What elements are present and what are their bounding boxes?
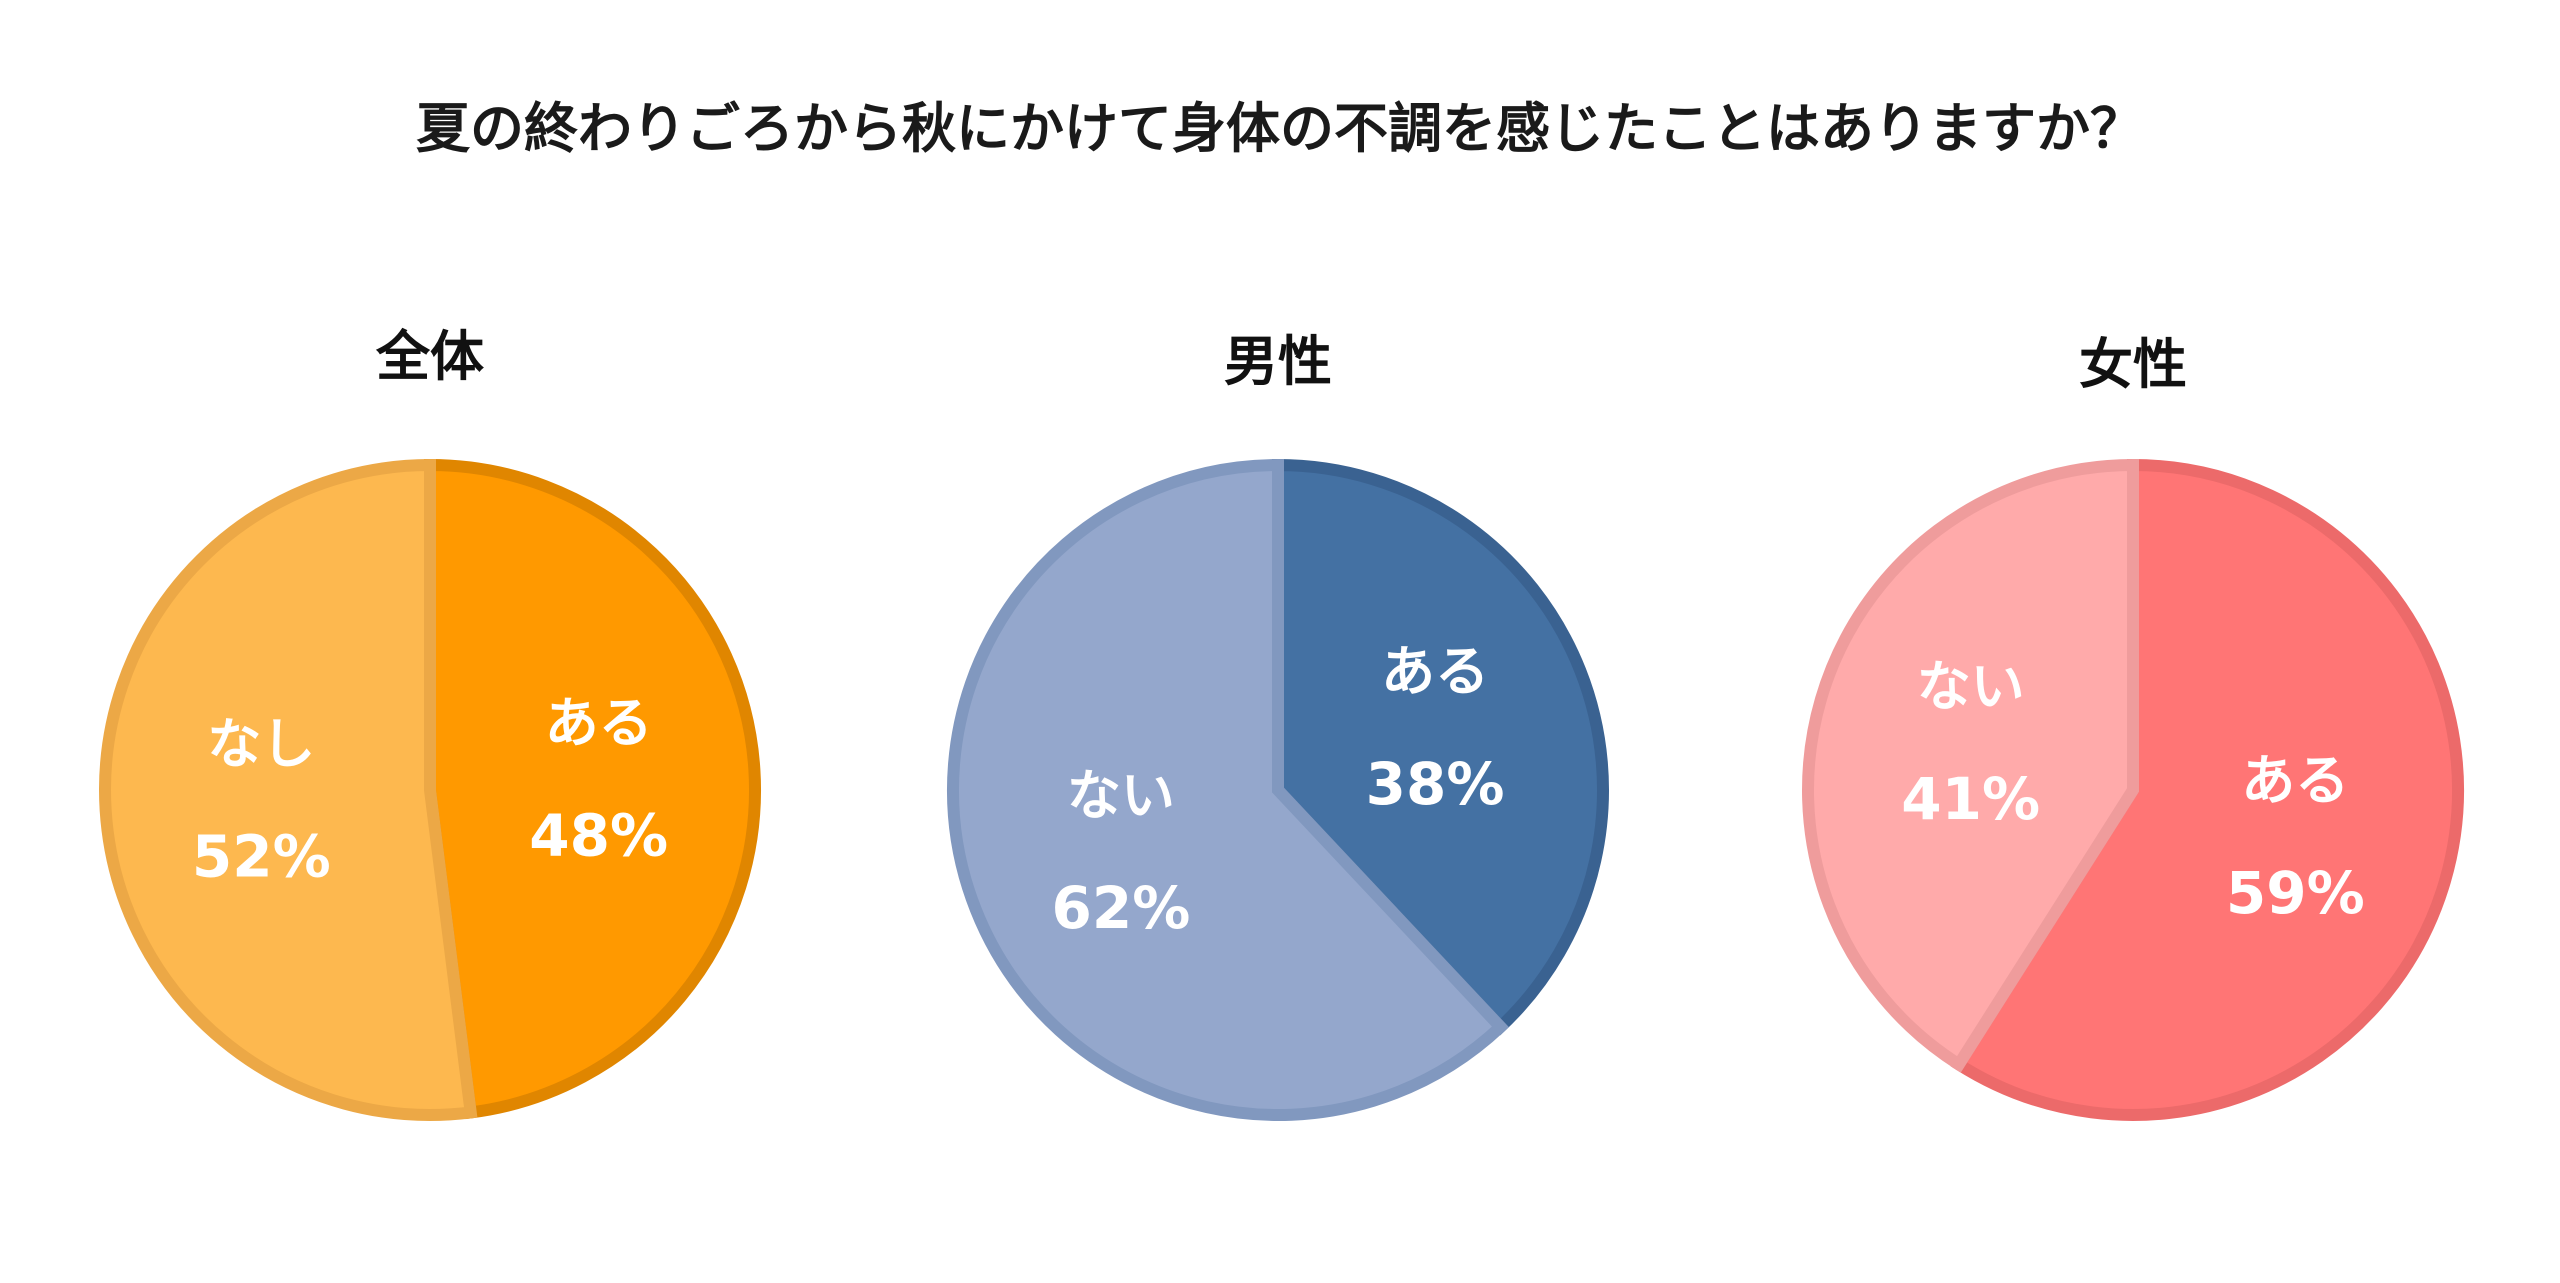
slice-label-female-0: ある xyxy=(2241,749,2349,812)
slice-label-overall-0: ある xyxy=(545,691,653,754)
pie-slice-overall-1 xyxy=(99,458,478,1121)
slice-value-overall-1: 52% xyxy=(192,823,331,891)
slice-label-overall-1: なし xyxy=(207,713,315,776)
slice-label-male-1: ない xyxy=(1067,764,1175,827)
slice-value-female-1: 41% xyxy=(1901,765,2040,833)
pie-slice-male-0 xyxy=(1272,458,1609,1036)
pie-title-male: 男性 xyxy=(1224,330,1332,393)
slice-value-overall-0: 48% xyxy=(529,801,668,869)
pie-slice-overall-0 xyxy=(424,458,761,1120)
pie-slice-female-0 xyxy=(1950,458,2464,1121)
pie-female: 女性 ある 59% ない 41% xyxy=(1802,333,2464,1121)
slice-value-male-0: 38% xyxy=(1366,750,1505,818)
pie-slice-female-1 xyxy=(1802,458,2139,1073)
pie-slice-male-1 xyxy=(947,458,1509,1121)
slice-value-female-0: 59% xyxy=(2226,859,2365,927)
slice-label-female-1: ない xyxy=(1917,655,2025,718)
slice-label-male-0: ある xyxy=(1381,640,1489,703)
pie-overall: 全体 ある 48% なし 52% xyxy=(99,325,761,1121)
chart-title: 夏の終わりごろから秋にかけて身体の不調を感じたことはありますか？ xyxy=(416,97,2144,160)
pie-male: 男性 ある 38% ない 62% xyxy=(947,330,1609,1121)
pie-title-overall: 全体 xyxy=(375,325,484,388)
pie-title-female: 女性 xyxy=(2079,333,2187,396)
slice-value-male-1: 62% xyxy=(1051,874,1190,942)
